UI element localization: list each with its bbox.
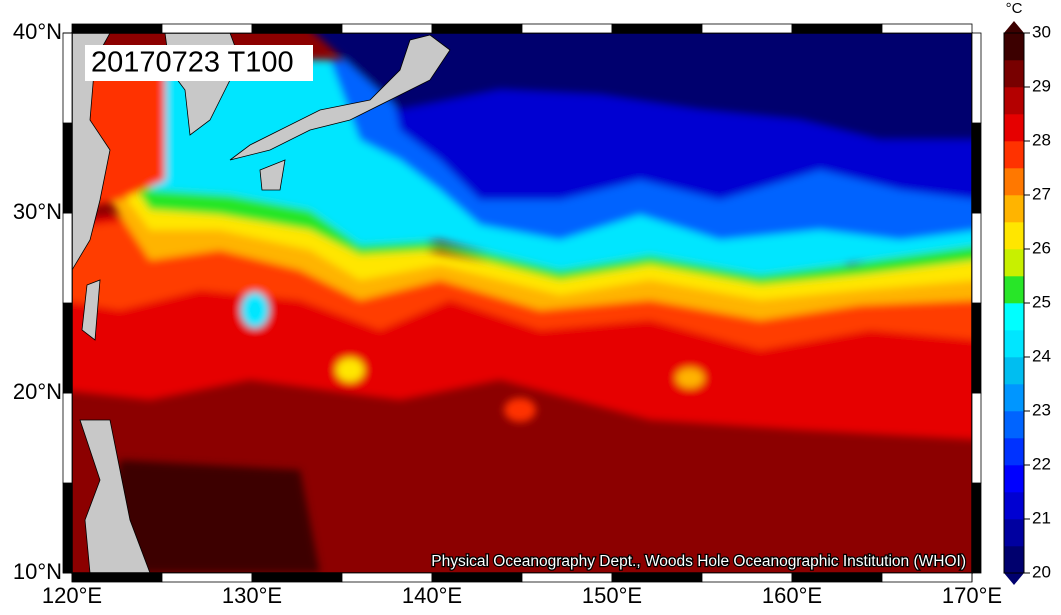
frame-segment xyxy=(881,23,973,34)
color-bin xyxy=(1004,438,1024,466)
color-bin xyxy=(1004,87,1024,115)
color-bin xyxy=(1004,384,1024,412)
frame-segment xyxy=(431,572,523,583)
frame-segment xyxy=(701,23,793,34)
frame-segment xyxy=(62,32,73,124)
y-tick-label: 30°N xyxy=(13,199,62,224)
x-tick-label: 140°E xyxy=(402,583,462,608)
map-title: 20170723 T100 xyxy=(91,47,294,79)
colorbar-label: 30 xyxy=(1032,22,1051,41)
frame-segment xyxy=(971,212,982,304)
color-bin xyxy=(1004,195,1024,223)
colorbar-label: 22 xyxy=(1032,454,1051,473)
frame-segment xyxy=(71,572,163,583)
frame-segment xyxy=(791,572,883,583)
colorbar-label: 29 xyxy=(1032,76,1051,95)
x-tick-label: 150°E xyxy=(582,583,642,608)
colorbar-label: 24 xyxy=(1032,346,1051,365)
frame-segment xyxy=(611,572,703,583)
color-bin xyxy=(1004,276,1024,304)
colorbar-label: 20 xyxy=(1032,562,1051,581)
color-bin xyxy=(1004,249,1024,277)
color-bin xyxy=(1004,330,1024,358)
frame-segment xyxy=(62,302,73,394)
title-box xyxy=(85,45,313,81)
color-bin xyxy=(1004,33,1024,61)
x-tick-label: 160°E xyxy=(762,583,822,608)
frame-segment xyxy=(161,572,253,583)
colorbar-label: 26 xyxy=(1032,238,1051,257)
colorbar-label: 25 xyxy=(1032,292,1051,311)
colorbar-unit: °C xyxy=(1006,0,1023,17)
colorbar-end xyxy=(1004,21,1024,33)
color-bin xyxy=(1004,546,1024,574)
frame-segment xyxy=(251,572,343,583)
colorbar-end xyxy=(1004,573,1024,585)
frame-segment xyxy=(521,572,613,583)
frame-segment xyxy=(521,23,613,34)
frame-segment xyxy=(62,392,73,484)
colorbar-label: 21 xyxy=(1032,508,1051,527)
color-bin xyxy=(1004,492,1024,520)
frame-segment xyxy=(701,572,793,583)
color-bin xyxy=(1004,60,1024,88)
frame-segment xyxy=(611,23,703,34)
x-tick-label: 130°E xyxy=(222,583,282,608)
frame-segment xyxy=(341,23,433,34)
frame-segment xyxy=(161,23,253,34)
colorbar: 20 21 22 23 24 25 26 27 28 29 30 xyxy=(1003,21,1051,585)
frame-segment xyxy=(62,482,73,574)
y-tick-label: 20°N xyxy=(13,379,62,404)
frame-segment xyxy=(971,122,982,214)
frame-segment xyxy=(971,392,982,484)
color-bin xyxy=(1004,168,1024,196)
y-tick-label: 10°N xyxy=(13,559,62,584)
x-tick-label: 170°E xyxy=(942,583,1002,608)
frame-segment xyxy=(971,32,982,124)
frame-segment xyxy=(971,482,982,574)
y-tick-label: 40°N xyxy=(13,19,62,44)
frame-segment xyxy=(431,23,523,34)
colorbar-label: 28 xyxy=(1032,130,1051,149)
frame-segment xyxy=(341,572,433,583)
credit: Physical Oceanography Dept., Woods Hole … xyxy=(431,553,966,570)
color-bin xyxy=(1004,465,1024,493)
frame-segment xyxy=(62,122,73,214)
sst-field xyxy=(72,33,972,573)
frame-segment xyxy=(971,302,982,394)
color-bin xyxy=(1004,411,1024,439)
x-tick-label: 120°E xyxy=(42,583,102,608)
color-bin xyxy=(1004,114,1024,142)
colorbar-label: 27 xyxy=(1032,184,1051,203)
frame-segment xyxy=(791,23,883,34)
colorbar-label: 23 xyxy=(1032,400,1051,419)
color-bin xyxy=(1004,303,1024,331)
color-bin xyxy=(1004,519,1024,547)
frame-segment xyxy=(881,572,973,583)
color-bin xyxy=(1004,141,1024,169)
frame-segment xyxy=(251,23,343,34)
frame-segment xyxy=(71,23,163,34)
color-bin xyxy=(1004,222,1024,250)
frame-segment xyxy=(62,212,73,304)
color-bin xyxy=(1004,357,1024,385)
